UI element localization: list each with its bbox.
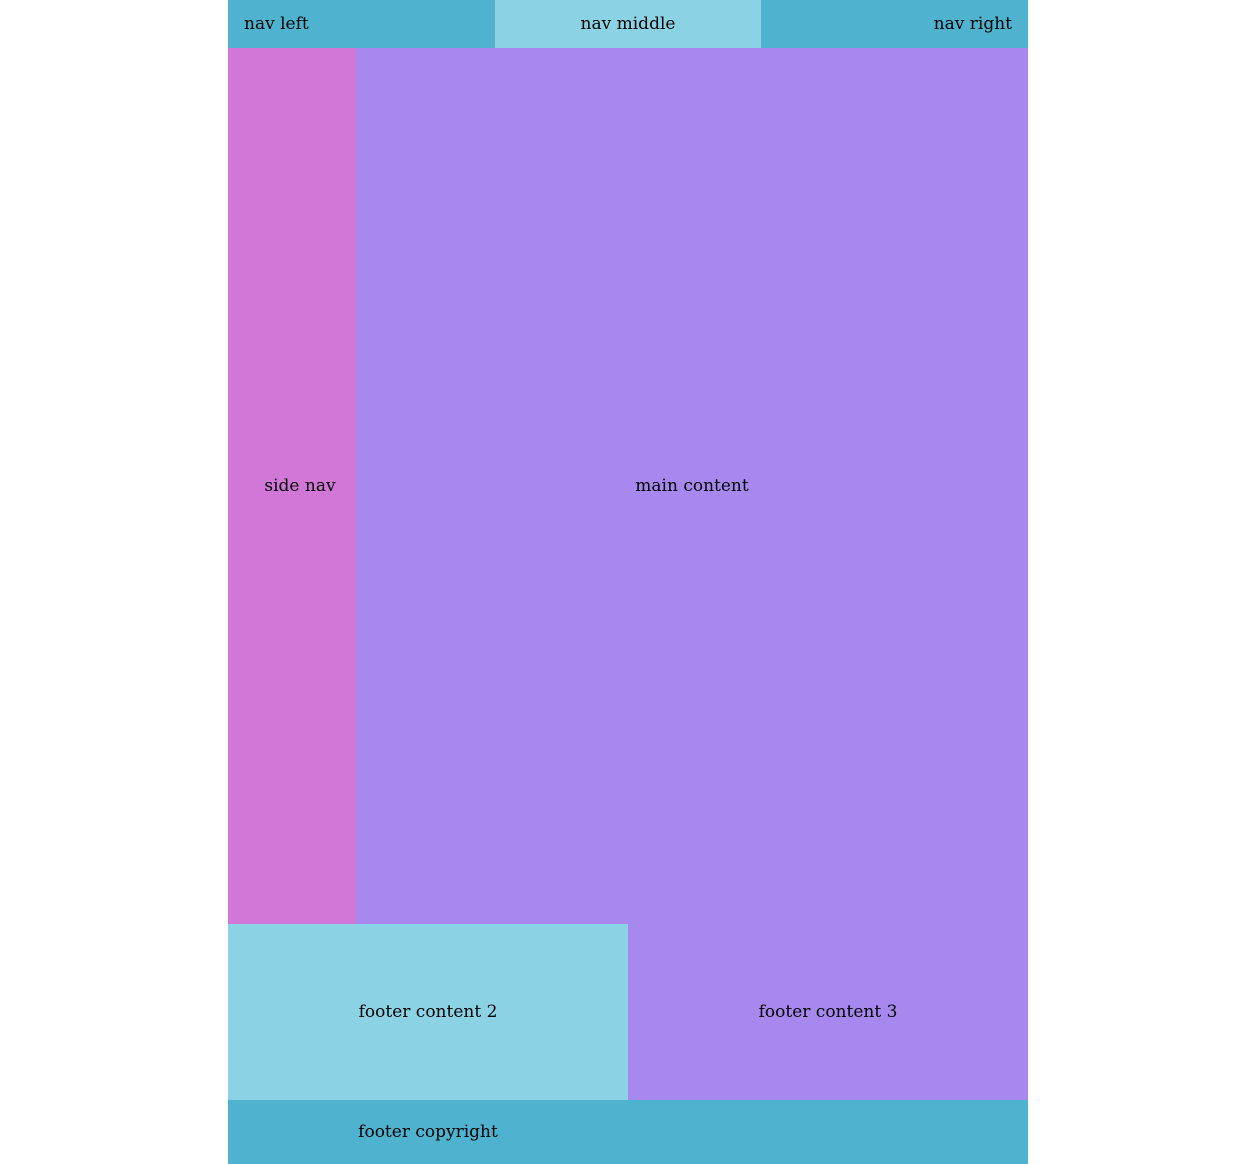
main-content-label: main content — [635, 476, 749, 496]
side-nav-label: side nav — [264, 476, 336, 496]
page-layout: nav left nav middle nav right side nav m… — [228, 0, 1028, 1164]
nav-right: nav right — [761, 0, 1028, 48]
nav-left: nav left — [228, 0, 495, 48]
side-nav: side nav — [228, 48, 356, 924]
nav-middle-label: nav middle — [580, 14, 676, 34]
nav-right-label: nav right — [933, 14, 1012, 34]
nav-middle: nav middle — [495, 0, 761, 48]
footer-content-2-label: footer content 2 — [358, 1002, 498, 1022]
footer-content-2: footer content 2 — [228, 924, 628, 1100]
nav-left-label: nav left — [244, 14, 309, 34]
footer-copyright: footer copyright — [228, 1100, 1028, 1164]
footer-content-3: footer content 3 — [628, 924, 1028, 1100]
main-content: main content — [356, 48, 1028, 924]
footer-content-3-label: footer content 3 — [758, 1002, 898, 1022]
footer-copyright-label: footer copyright — [358, 1122, 498, 1142]
